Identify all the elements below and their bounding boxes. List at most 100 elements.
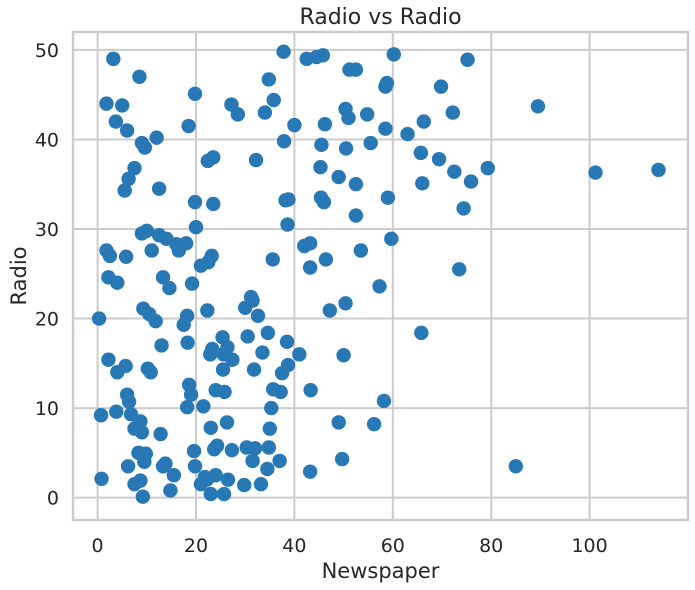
data-point xyxy=(134,425,150,440)
data-point xyxy=(322,303,338,318)
x-tick-label: 100 xyxy=(571,535,607,557)
data-point xyxy=(230,107,246,122)
data-point xyxy=(336,348,351,363)
data-point xyxy=(134,226,150,241)
grid xyxy=(73,32,688,520)
data-point xyxy=(203,486,218,502)
data-point xyxy=(183,387,199,402)
data-point xyxy=(180,335,195,350)
data-point xyxy=(315,48,331,63)
data-point xyxy=(287,117,302,133)
data-point xyxy=(93,408,109,423)
data-point xyxy=(187,86,203,101)
data-point xyxy=(279,334,295,350)
data-point xyxy=(264,400,279,416)
data-point xyxy=(106,51,121,67)
data-point xyxy=(132,69,147,84)
data-point xyxy=(530,99,546,114)
y-tick-label: 30 xyxy=(35,219,59,241)
data-point xyxy=(508,459,523,474)
data-point xyxy=(253,476,269,492)
data-point xyxy=(206,196,221,212)
data-point xyxy=(224,442,240,458)
data-point xyxy=(127,160,142,176)
data-point xyxy=(219,415,235,430)
data-point xyxy=(266,92,281,108)
data-point xyxy=(133,473,148,488)
data-point xyxy=(378,79,393,94)
data-point xyxy=(181,118,196,134)
data-point xyxy=(248,152,264,168)
data-point xyxy=(203,420,218,435)
data-point xyxy=(209,438,225,453)
data-point xyxy=(360,107,375,122)
data-point xyxy=(144,243,159,258)
data-point xyxy=(302,464,318,479)
data-points xyxy=(91,44,666,504)
data-point xyxy=(117,183,132,198)
data-point xyxy=(433,79,449,94)
data-point xyxy=(348,62,364,77)
data-point xyxy=(260,461,275,477)
data-point xyxy=(334,451,350,467)
data-point xyxy=(155,270,171,285)
data-point xyxy=(203,347,218,362)
data-point xyxy=(274,365,290,381)
data-point xyxy=(215,362,231,377)
data-point xyxy=(245,293,260,308)
data-point xyxy=(260,325,276,341)
data-point xyxy=(331,415,346,430)
data-point xyxy=(317,117,333,132)
data-point xyxy=(220,339,235,355)
data-point xyxy=(353,243,369,258)
data-point xyxy=(166,468,182,483)
data-point xyxy=(303,382,318,398)
data-point xyxy=(220,472,236,487)
data-point xyxy=(138,446,154,461)
x-tick-label: 80 xyxy=(479,535,503,557)
y-tick-labels: 0 10 20 30 40 50 xyxy=(35,40,59,510)
y-tick-label: 50 xyxy=(35,40,59,62)
data-point xyxy=(380,190,396,205)
y-tick-label: 20 xyxy=(35,309,59,331)
data-point xyxy=(163,483,178,498)
data-point xyxy=(143,365,158,380)
data-point xyxy=(338,141,354,156)
data-point xyxy=(414,325,429,341)
data-point xyxy=(184,276,200,291)
data-point xyxy=(463,174,479,189)
data-point xyxy=(247,441,263,456)
data-point xyxy=(273,384,288,400)
data-point xyxy=(460,52,475,67)
data-point xyxy=(110,275,125,290)
data-point xyxy=(372,279,387,294)
data-point xyxy=(447,164,462,179)
data-point xyxy=(118,249,134,264)
data-point xyxy=(158,456,173,471)
data-point xyxy=(348,177,364,192)
y-axis-label: Radio xyxy=(7,246,31,305)
data-point xyxy=(196,399,211,414)
data-point xyxy=(341,110,356,126)
x-tick-labels: 0 20 40 60 80 100 xyxy=(92,535,608,557)
data-point xyxy=(187,194,203,210)
data-point xyxy=(262,421,277,436)
data-point xyxy=(302,236,318,251)
data-point xyxy=(376,393,392,409)
data-point xyxy=(313,160,328,175)
y-tick-label: 10 xyxy=(35,398,59,420)
data-point xyxy=(179,308,195,324)
data-point xyxy=(338,296,353,311)
y-tick-label: 0 xyxy=(47,488,59,510)
data-point xyxy=(651,162,666,178)
data-point xyxy=(400,126,415,142)
data-point xyxy=(225,352,240,367)
data-point xyxy=(257,105,273,120)
data-point xyxy=(415,176,430,191)
data-point xyxy=(149,130,164,145)
data-point xyxy=(110,365,125,380)
data-point xyxy=(120,459,136,474)
data-point xyxy=(378,121,393,136)
data-point xyxy=(255,345,270,360)
